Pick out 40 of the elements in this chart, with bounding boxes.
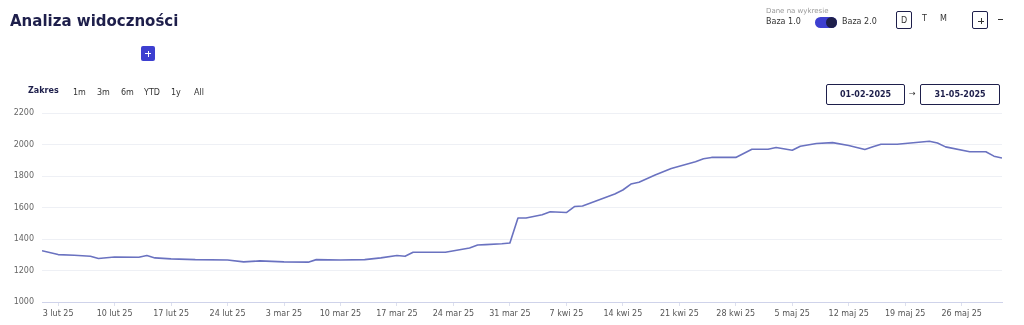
x-tick-label: 28 kwi 25 [716,308,756,318]
text: 01-02-2025 [826,84,905,105]
y-tick-label: 1600 [13,202,34,212]
y-tick-label: 2200 [13,108,34,118]
text: → [909,89,916,98]
x-tick-label: 10 mar 25 [319,308,362,318]
x-tick-label: 12 maj 25 [828,308,869,318]
x-tick-label: 31 mar 25 [489,308,531,318]
text: 31-05-2025 [920,84,1000,105]
x-tick-label: 24 lut 25 [209,308,246,318]
y-tick-label: 1800 [13,171,34,181]
x-tick-label: 19 maj 25 [885,308,926,318]
x-tick-label: 3 mar 25 [265,308,303,318]
text: Baza 2.0 [842,17,877,26]
y-tick-label: 2000 [13,139,34,149]
x-tick-label: 5 maj 25 [774,308,810,318]
x-tick-label: 10 lut 25 [96,308,133,318]
x-tick-label: 17 lut 25 [153,308,190,318]
text: Baza 1.0 [766,17,801,26]
text: Zakres [28,86,59,95]
chart-title: Analiza widoczności [10,12,179,30]
x-tick-label: 3 lut 25 [42,308,74,318]
y-tick-label: 1200 [13,265,34,275]
x-tick-label: 14 kwi 25 [603,308,643,318]
text: 1m [73,88,86,97]
y-tick-label: 1400 [13,234,34,244]
text: 1y [171,88,181,97]
x-tick-label: 24 mar 25 [432,308,475,318]
text: All [194,88,204,97]
text: D [896,11,912,29]
text: YTD [144,88,160,97]
x-tick-label: 7 kwi 25 [549,308,584,318]
y-tick-label: 1000 [13,297,34,307]
text: T [922,14,927,23]
text: 6m [121,88,134,97]
x-tick-label: 26 maj 25 [941,308,982,318]
text: M [940,14,947,23]
text: 3m [97,88,110,97]
x-tick-label: 21 kwi 25 [659,308,699,318]
x-tick-label: 17 mar 25 [376,308,418,318]
